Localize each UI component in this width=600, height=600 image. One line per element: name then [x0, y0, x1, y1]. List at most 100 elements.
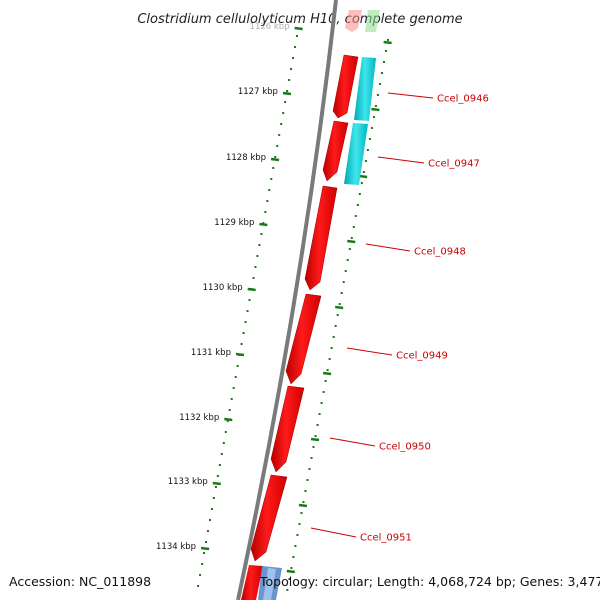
- tick-dot: [248, 299, 251, 301]
- tick-dot: [204, 541, 207, 543]
- leader-line: [377, 156, 425, 164]
- tick-dot: [284, 101, 287, 103]
- tick-dot: [236, 365, 239, 367]
- kbp-tick: [282, 91, 292, 96]
- tick-dot: [352, 226, 355, 228]
- tick-dot: [288, 578, 291, 580]
- cds-arrow-Ccel_0951: [250, 474, 288, 562]
- tick-dot: [374, 105, 377, 107]
- tick-mark: [371, 107, 380, 112]
- kbp-tick: [235, 352, 245, 357]
- tick-dot: [252, 277, 255, 279]
- tick-dot: [258, 244, 261, 246]
- tick-dot: [290, 567, 293, 569]
- tick-dot: [328, 358, 331, 360]
- tick-dot: [308, 468, 311, 470]
- gene-label-Ccel_0947: Ccel_0947: [428, 159, 480, 170]
- tick-dot: [387, 39, 389, 41]
- tick-dot: [256, 255, 259, 257]
- tick-dot: [208, 519, 211, 521]
- leader-line: [329, 437, 376, 447]
- similarity-block: [344, 123, 368, 185]
- tick-dot: [226, 420, 229, 422]
- tick-dot: [334, 325, 337, 327]
- kbp-tick: [259, 222, 268, 227]
- tick-dot: [244, 321, 247, 323]
- tick-dot: [282, 112, 285, 114]
- tick-dot: [218, 464, 221, 466]
- tick-dot: [214, 486, 217, 488]
- tick-mark: [286, 569, 295, 574]
- tick-mark: [383, 40, 392, 45]
- leader-line: [310, 527, 357, 538]
- tick-dot: [382, 61, 385, 63]
- kbp-label: 1133 kbp: [168, 477, 208, 487]
- tick-dot: [266, 200, 269, 202]
- tick-dot: [199, 574, 202, 576]
- tick-dot: [320, 402, 323, 404]
- tick-dot: [336, 314, 339, 316]
- tick-dot: [280, 123, 283, 125]
- leader-line: [387, 92, 434, 99]
- tick-mark: [298, 503, 308, 508]
- tick-dot: [318, 413, 321, 415]
- tick-dot: [262, 222, 265, 224]
- kbp-label: 1134 kbp: [156, 542, 196, 552]
- tick-dot: [346, 259, 349, 261]
- tick-dot: [378, 83, 381, 85]
- tick-mark: [322, 371, 332, 376]
- tick-dot: [342, 281, 345, 283]
- leader-line: [365, 243, 411, 252]
- tick-dot: [203, 552, 206, 554]
- cds-arrow-Ccel_0946: [332, 54, 359, 119]
- tick-dot: [260, 233, 263, 235]
- gene-labels: Ccel_0946 Ccel_0947 Ccel_0948 Ccel_0949 Ccel…: [310, 92, 489, 544]
- gene-label-Ccel_0951: Ccel_0951: [360, 533, 412, 544]
- tick-dot: [246, 310, 249, 312]
- faded-top-features: [345, 10, 380, 32]
- tick-dot: [230, 398, 233, 400]
- tick-dot: [292, 57, 295, 59]
- kbp-tick: [200, 546, 210, 551]
- tick-dot: [362, 171, 365, 173]
- faded-similarity-block: [365, 10, 380, 32]
- bottom-features: [241, 565, 282, 600]
- tick-dot: [234, 376, 237, 378]
- cds-track: [250, 54, 359, 562]
- tick-dot: [268, 189, 271, 191]
- tick-dot: [290, 68, 293, 70]
- kbp-tick: [224, 417, 233, 422]
- tick-dot: [310, 457, 313, 459]
- tick-dot: [288, 79, 291, 81]
- kbp-label: 1126 kbp: [250, 22, 290, 32]
- tick-dot: [296, 35, 298, 37]
- tick-dot: [242, 332, 245, 334]
- tick-dot: [232, 387, 235, 389]
- tick-dot: [330, 347, 333, 349]
- kbp-label: 1128 kbp: [226, 153, 266, 163]
- kbp-label: 1132 kbp: [179, 413, 219, 423]
- tick-dot: [292, 556, 295, 558]
- tick-dot: [254, 266, 257, 268]
- tick-dot: [370, 127, 373, 129]
- map-title: Clostridium cellulolyticum H10, complete…: [137, 12, 462, 27]
- tick-dot: [340, 292, 343, 294]
- topology-text: Topology: circular; Length: 4,068,724 bp…: [260, 574, 600, 589]
- tick-dot: [314, 435, 317, 437]
- kbp-scale: 1126 kbp 1127 kbp 1128 kbp 1129 kbp 1130 kbp…: [156, 22, 303, 552]
- cds-arrow-Ccel_0947: [322, 120, 349, 182]
- tick-dot: [350, 237, 353, 239]
- cds-arrow-Ccel_0949: [285, 293, 322, 385]
- tick-mark: [310, 437, 320, 442]
- tick-dot: [338, 303, 341, 305]
- tick-dot: [304, 490, 307, 492]
- tick-mark: [358, 174, 368, 179]
- tick-dot: [298, 523, 301, 525]
- tick-dot: [332, 336, 335, 338]
- tick-dot: [312, 446, 315, 448]
- tick-dot: [344, 270, 347, 272]
- tick-dot: [270, 178, 273, 180]
- tick-dot: [286, 589, 289, 591]
- tick-dot: [354, 215, 357, 217]
- tick-dot: [296, 534, 299, 536]
